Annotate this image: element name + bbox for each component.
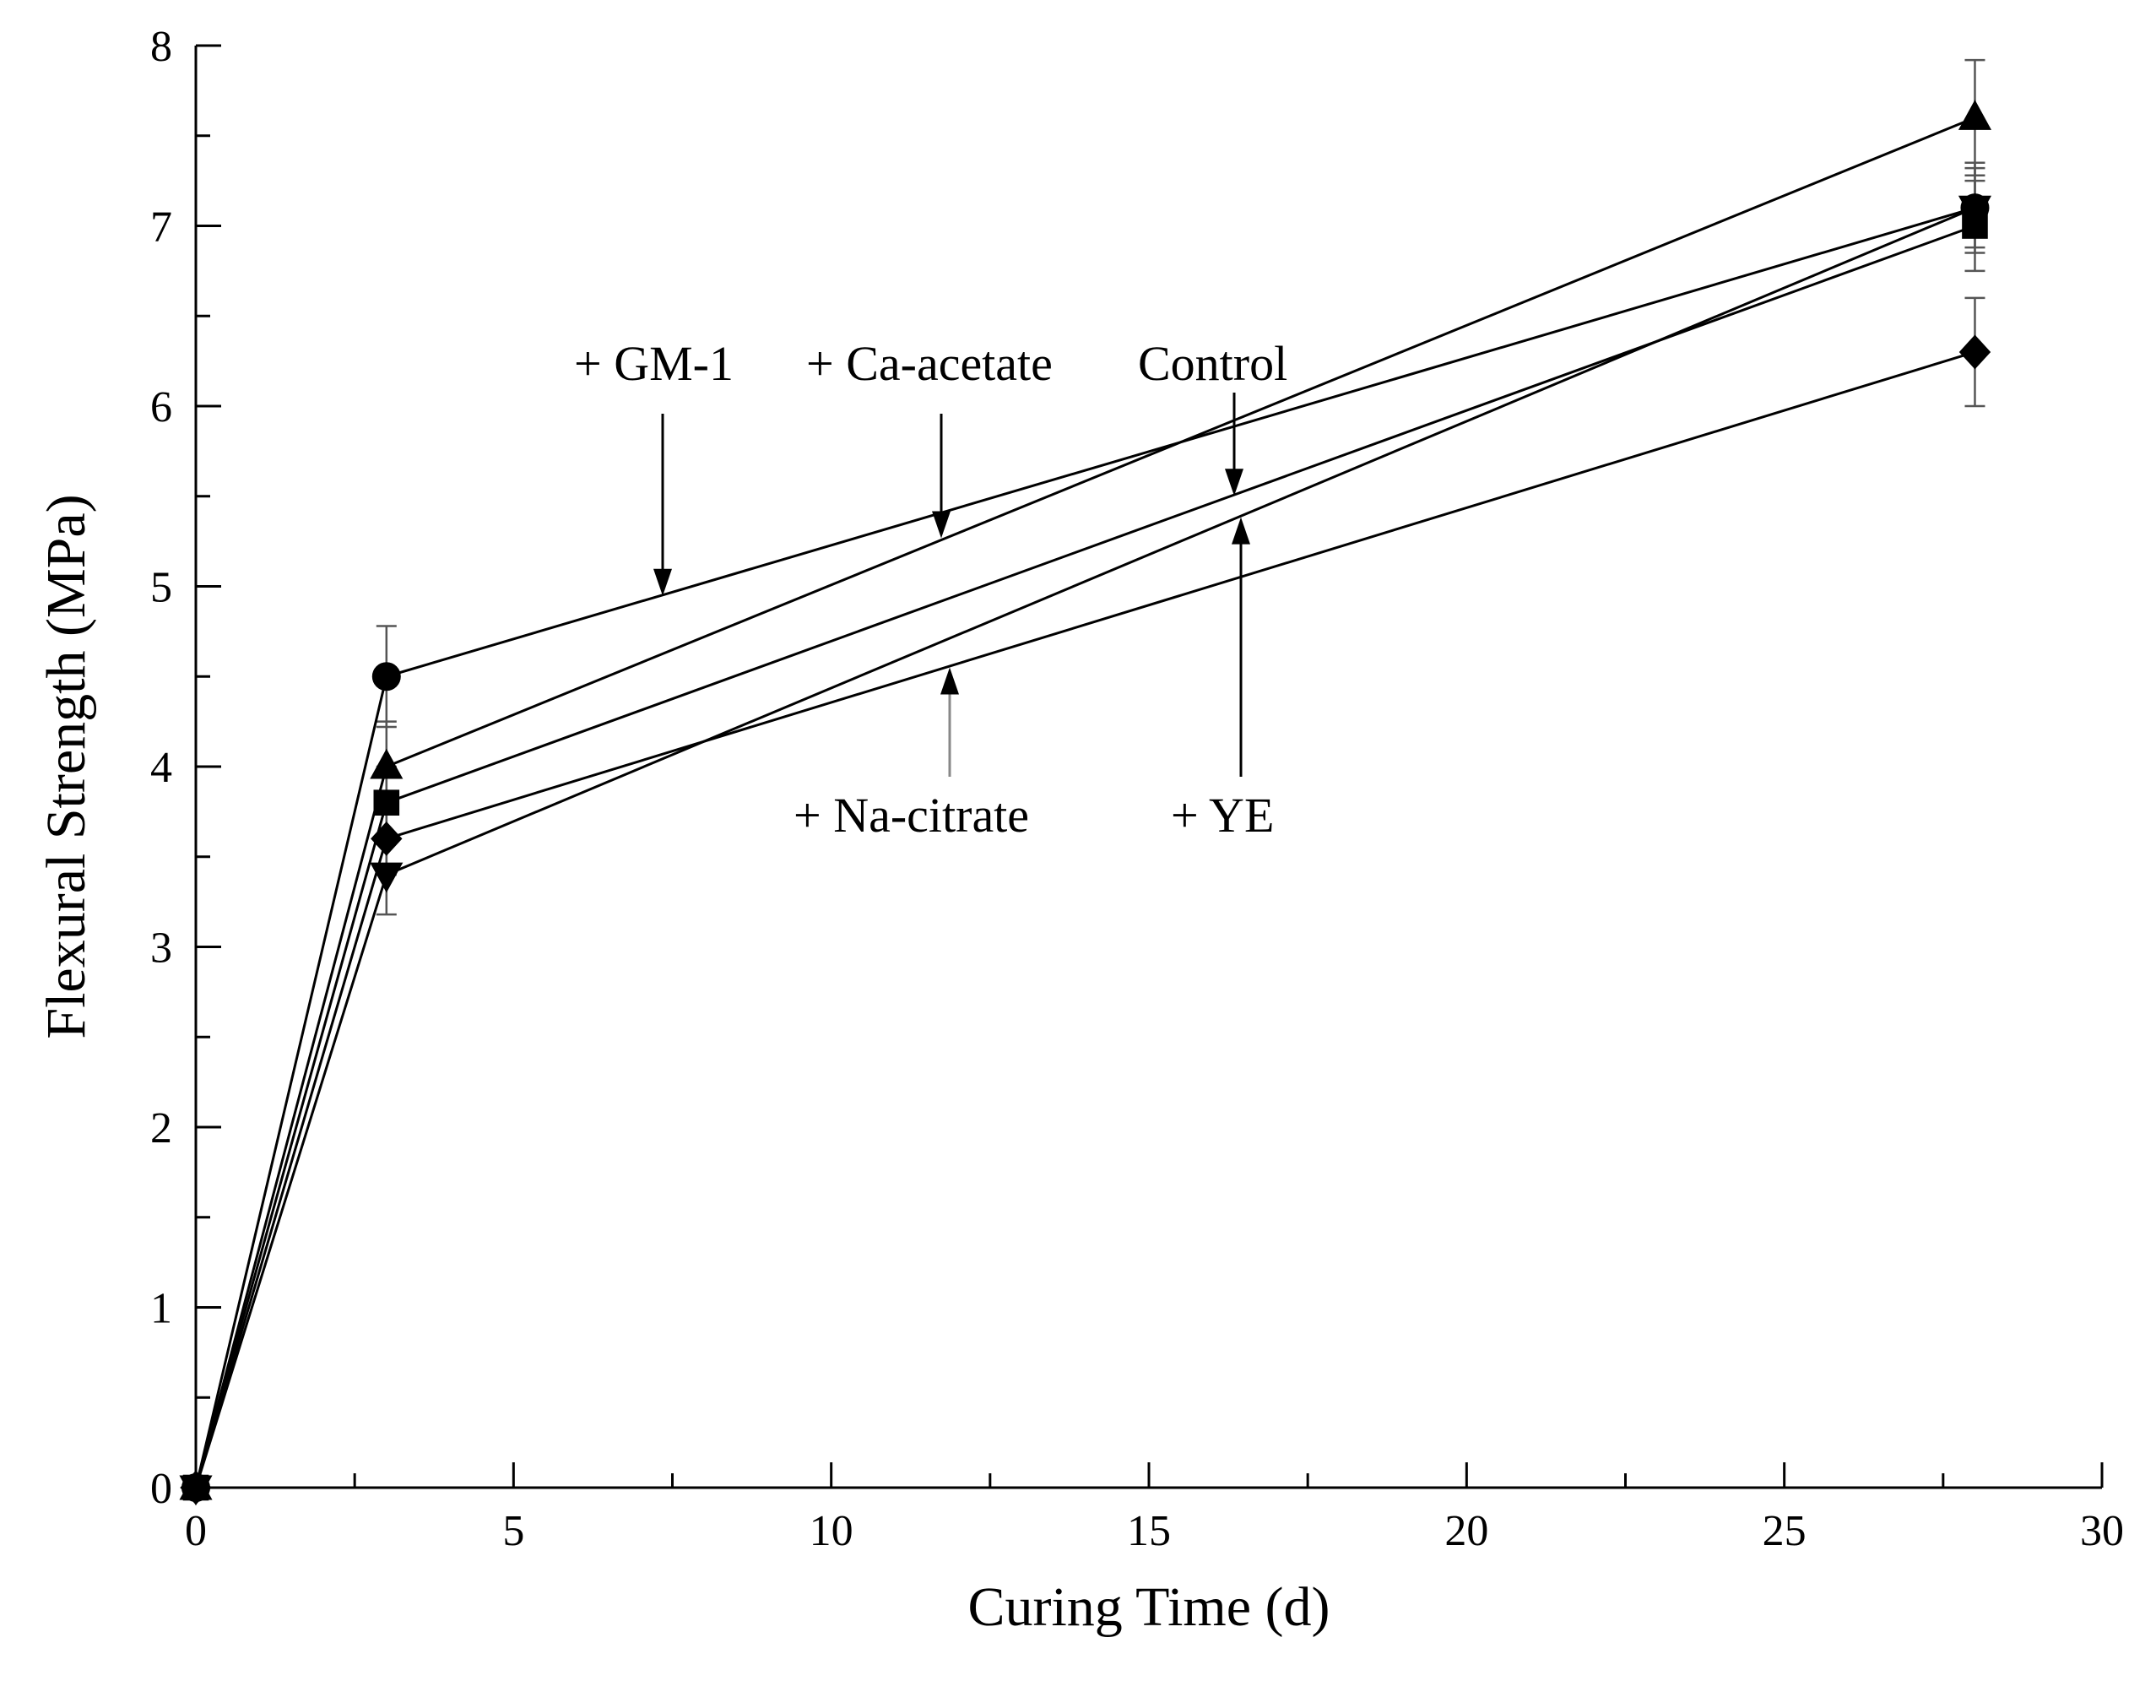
marker-ye — [370, 862, 404, 893]
markers — [179, 100, 1992, 1506]
x-tick-label: 5 — [502, 1507, 524, 1555]
y-tick-label: 7 — [150, 203, 172, 252]
x-tick-label: 10 — [810, 1507, 853, 1555]
x-axis-title: Curing Time (d) — [967, 1576, 1330, 1638]
y-tick-label: 5 — [150, 564, 172, 612]
x-tick-label: 15 — [1127, 1507, 1171, 1555]
marker-ca-acetate — [370, 748, 404, 779]
annotation-arrowhead-gm-1 — [653, 568, 672, 596]
annotation-arrowhead-ca-acetate — [932, 511, 951, 539]
annotations: + GM-1 + Ca-acetate Control + Na-citrate + Y… — [574, 336, 1287, 843]
tick-labels: 0 5 10 15 20 25 30 0 1 2 3 4 5 6 7 8 — [150, 23, 2124, 1555]
y-tick-label: 3 — [150, 924, 172, 973]
annotation-arrowhead-na-citrate — [940, 667, 959, 695]
y-tick-label: 0 — [150, 1465, 172, 1513]
annotation-label-na-citrate: + Na-citrate — [794, 788, 1029, 843]
annotation-label-ye: + YE — [1171, 788, 1274, 843]
x-tick-label: 25 — [1763, 1507, 1807, 1555]
annotation-arrowhead-control — [1225, 469, 1243, 496]
annotation-label-control: Control — [1138, 336, 1287, 391]
y-tick-label: 6 — [150, 383, 172, 431]
x-tick-label: 0 — [185, 1507, 207, 1555]
marker-ca-acetate — [1958, 100, 1992, 130]
x-tick-label: 20 — [1444, 1507, 1488, 1555]
marker-control — [373, 789, 400, 816]
annotation-label-ca-acetate: + Ca-acetate — [806, 336, 1053, 391]
annotation-arrowhead-ye — [1232, 517, 1250, 545]
marker-na-citrate — [1958, 334, 1991, 370]
y-tick-label: 4 — [150, 744, 172, 792]
marker-ye — [179, 1475, 213, 1506]
ticks — [194, 44, 2104, 1489]
y-axis-title: Flexural Strength (MPa) — [35, 494, 97, 1038]
y-tick-label: 1 — [150, 1285, 172, 1333]
marker-na-citrate — [371, 821, 403, 856]
y-tick-label: 8 — [150, 23, 172, 71]
y-tick-label: 2 — [150, 1104, 172, 1152]
marker-gm-1 — [371, 662, 401, 691]
x-tick-label: 30 — [2080, 1507, 2124, 1555]
annotation-label-gm-1: + GM-1 — [574, 336, 734, 391]
marker-ye — [1958, 195, 1992, 226]
